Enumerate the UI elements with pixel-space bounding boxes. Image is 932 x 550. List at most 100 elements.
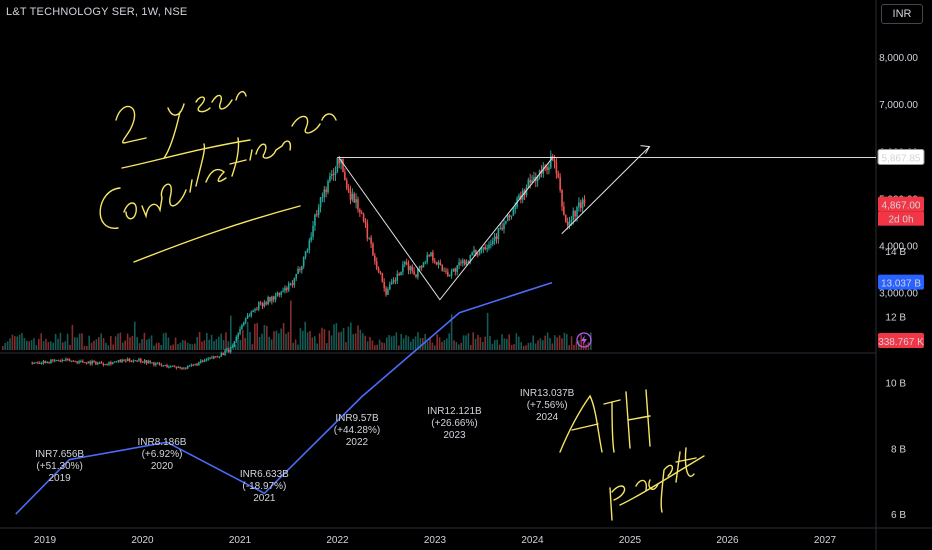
candle-body <box>100 362 103 364</box>
candle-body <box>126 358 129 362</box>
candle-body <box>476 254 479 256</box>
volume-bar <box>438 337 441 350</box>
volume-bar <box>520 342 522 350</box>
volume-bar <box>453 340 455 350</box>
candle-body <box>411 266 414 272</box>
volume-bar <box>383 343 386 350</box>
revenue-change-label: (+44.28%) <box>334 425 380 436</box>
candle-body <box>546 166 548 170</box>
volume-bar <box>114 336 117 350</box>
volume-bar <box>38 338 40 350</box>
candle-body <box>463 260 466 265</box>
candle-body <box>471 252 473 256</box>
volume-bar <box>407 336 410 350</box>
volume-bar <box>335 323 338 350</box>
volume-bar <box>347 326 350 350</box>
revenue-change-label: (-18.97%) <box>242 481 286 492</box>
candle-body <box>407 264 410 271</box>
volume-bar <box>458 344 460 350</box>
candle-body <box>563 206 565 215</box>
revenue-value-label: INR9.57B <box>335 413 379 424</box>
candle-body <box>490 243 492 245</box>
candle-body <box>418 265 421 269</box>
candle-body <box>207 358 210 360</box>
volume-bar <box>78 333 81 350</box>
volume-bar <box>134 321 136 350</box>
volume-bar <box>208 339 210 350</box>
volume-bar <box>525 345 527 350</box>
candle-body <box>53 360 56 362</box>
year-tick-label: 2021 <box>229 535 252 546</box>
candle-body <box>501 227 503 230</box>
candle-body <box>68 359 71 362</box>
candle-body <box>484 247 487 250</box>
candle-body <box>400 271 402 276</box>
candle-body <box>402 264 404 272</box>
candle-body <box>284 287 286 292</box>
volume-bar <box>414 336 417 350</box>
volume-bar <box>474 338 477 350</box>
candle-body <box>578 202 580 208</box>
volume-bar <box>338 332 340 350</box>
candle-body <box>278 293 281 295</box>
candle-body <box>319 197 322 208</box>
candle-body <box>308 240 311 250</box>
revenue-year-label: 2022 <box>346 437 369 448</box>
candle-body <box>518 195 520 199</box>
candle-body <box>205 359 208 361</box>
candle-body <box>439 262 442 265</box>
volume-bar <box>282 323 285 350</box>
candle-body <box>115 361 118 363</box>
candle-body <box>579 202 582 209</box>
volume-bar <box>62 342 64 350</box>
candle-body <box>59 360 62 362</box>
volume-bar <box>393 335 395 350</box>
year-tick-label: 2019 <box>34 535 57 546</box>
candle-body <box>216 356 219 358</box>
candle-body <box>426 255 429 262</box>
volume-bar <box>42 341 45 350</box>
candle-body <box>194 363 196 365</box>
candle-body <box>209 357 211 359</box>
candle-body <box>250 311 253 316</box>
candle-body <box>553 159 556 163</box>
volume-bar <box>482 341 484 350</box>
volume-bar <box>148 338 150 350</box>
candle-body <box>35 362 37 364</box>
volume-bar <box>35 345 38 350</box>
volume-bar <box>544 335 546 350</box>
volume-bar <box>426 341 429 350</box>
volume-bar <box>227 341 230 350</box>
candle-body <box>173 365 176 368</box>
candle-body <box>214 356 217 358</box>
candle-body <box>475 250 477 255</box>
volume-bar <box>357 325 359 350</box>
volume-bar <box>374 345 376 350</box>
volume-bar <box>21 333 23 350</box>
candle-body <box>235 336 238 342</box>
candle-body <box>108 362 110 365</box>
volume-bar <box>472 332 474 350</box>
candle-body <box>486 248 488 250</box>
volume-bar <box>345 342 347 350</box>
volume-bar <box>318 333 321 350</box>
volume-bar <box>143 332 146 350</box>
volume-bar <box>242 329 244 350</box>
candle-body <box>301 266 303 271</box>
candle-body <box>196 363 198 366</box>
currency-button[interactable]: INR <box>881 4 923 24</box>
price-tick-label: 3,000.00 <box>879 289 918 300</box>
volume-bar <box>47 342 50 350</box>
volume-bar <box>218 336 220 350</box>
candle-body <box>344 172 346 181</box>
candle-body <box>529 179 531 183</box>
candle-body <box>566 221 569 226</box>
candle-body <box>398 273 400 276</box>
volume-bar <box>30 340 33 350</box>
candle-body <box>583 199 586 204</box>
candle-body <box>156 363 159 365</box>
candle-body <box>145 360 148 364</box>
candle-body <box>222 353 224 355</box>
candle-body <box>299 268 301 271</box>
volume-bar <box>270 339 273 350</box>
